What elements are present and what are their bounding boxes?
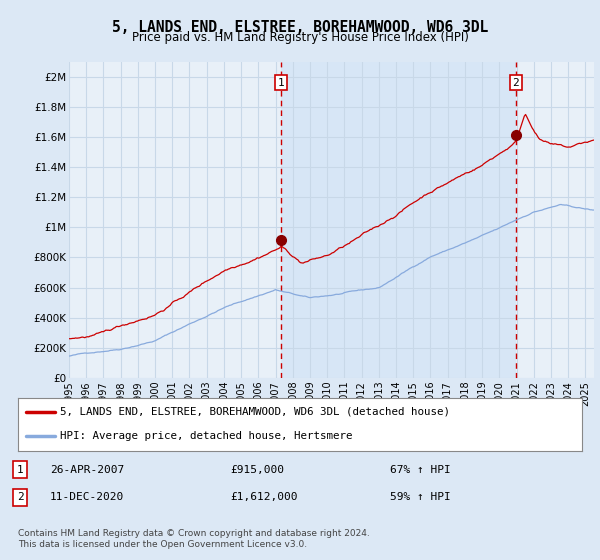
- Bar: [281, 62, 515, 378]
- Text: 26-APR-2007: 26-APR-2007: [50, 465, 124, 475]
- Text: 2: 2: [512, 78, 519, 88]
- Text: £1,612,000: £1,612,000: [230, 492, 298, 502]
- Text: Contains HM Land Registry data © Crown copyright and database right 2024.
This d: Contains HM Land Registry data © Crown c…: [18, 529, 370, 549]
- Text: 59% ↑ HPI: 59% ↑ HPI: [390, 492, 451, 502]
- Text: 11-DEC-2020: 11-DEC-2020: [50, 492, 124, 502]
- Text: 67% ↑ HPI: 67% ↑ HPI: [390, 465, 451, 475]
- Text: HPI: Average price, detached house, Hertsmere: HPI: Average price, detached house, Hert…: [60, 431, 353, 441]
- Text: 5, LANDS END, ELSTREE, BOREHAMWOOD, WD6 3DL: 5, LANDS END, ELSTREE, BOREHAMWOOD, WD6 …: [112, 20, 488, 35]
- Text: 2: 2: [17, 492, 23, 502]
- Text: Price paid vs. HM Land Registry's House Price Index (HPI): Price paid vs. HM Land Registry's House …: [131, 31, 469, 44]
- Text: 5, LANDS END, ELSTREE, BOREHAMWOOD, WD6 3DL (detached house): 5, LANDS END, ELSTREE, BOREHAMWOOD, WD6 …: [60, 407, 450, 417]
- Text: 1: 1: [17, 465, 23, 475]
- Text: 1: 1: [278, 78, 284, 88]
- Text: £915,000: £915,000: [230, 465, 284, 475]
